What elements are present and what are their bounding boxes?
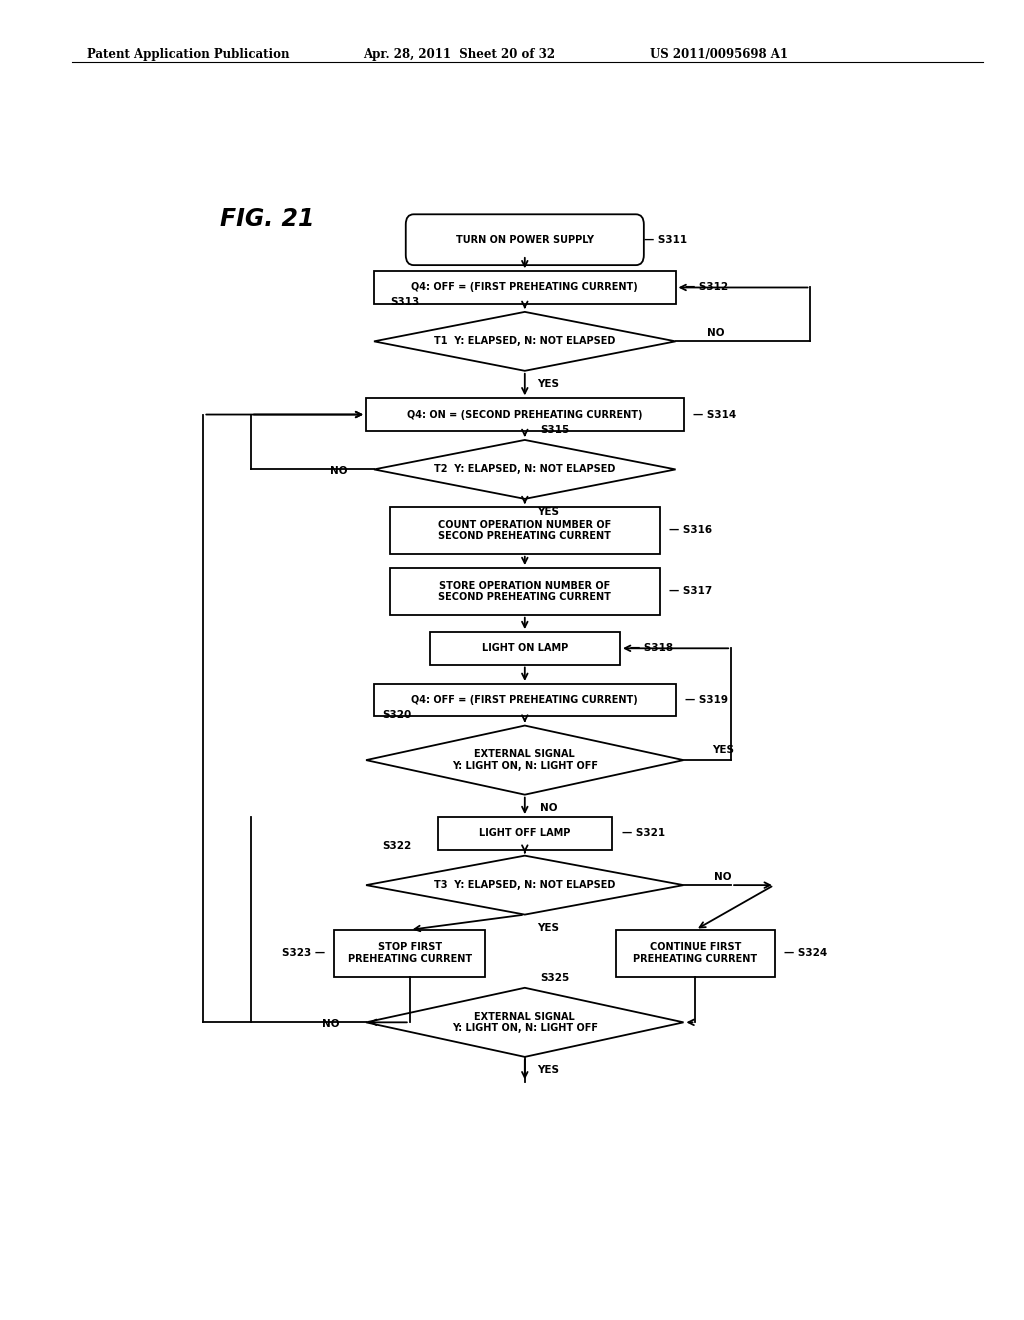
Text: S320: S320 [382, 710, 412, 721]
Bar [390, 507, 659, 554]
Text: S325: S325 [541, 973, 570, 982]
Text: NO: NO [715, 873, 732, 882]
Text: S322: S322 [382, 841, 412, 850]
Text: T3  Y: ELAPSED, N: NOT ELAPSED: T3 Y: ELAPSED, N: NOT ELAPSED [434, 880, 615, 890]
Text: Patent Application Publication: Patent Application Publication [87, 48, 290, 61]
Text: Apr. 28, 2011  Sheet 20 of 32: Apr. 28, 2011 Sheet 20 of 32 [364, 48, 556, 61]
Text: US 2011/0095698 A1: US 2011/0095698 A1 [650, 48, 788, 61]
Polygon shape [374, 312, 676, 371]
Text: — S317: — S317 [670, 586, 713, 597]
FancyBboxPatch shape [406, 214, 644, 265]
Text: STORE OPERATION NUMBER OF
SECOND PREHEATING CURRENT: STORE OPERATION NUMBER OF SECOND PREHEAT… [438, 581, 611, 602]
Text: — S319: — S319 [685, 696, 728, 705]
Text: — S314: — S314 [693, 409, 736, 420]
Text: COUNT OPERATION NUMBER OF
SECOND PREHEATING CURRENT: COUNT OPERATION NUMBER OF SECOND PREHEAT… [438, 520, 611, 541]
Text: LIGHT ON LAMP: LIGHT ON LAMP [481, 643, 568, 653]
Text: S323 —: S323 — [282, 948, 325, 958]
Bar [437, 817, 612, 850]
Bar [390, 568, 659, 615]
Text: T2  Y: ELAPSED, N: NOT ELAPSED: T2 Y: ELAPSED, N: NOT ELAPSED [434, 465, 615, 474]
Text: YES: YES [538, 1065, 559, 1074]
Bar [616, 929, 775, 977]
Polygon shape [374, 440, 676, 499]
Polygon shape [367, 726, 684, 795]
Text: — S321: — S321 [622, 828, 665, 838]
Text: CONTINUE FIRST
PREHEATING CURRENT: CONTINUE FIRST PREHEATING CURRENT [634, 942, 758, 964]
Text: YES: YES [713, 744, 734, 755]
Text: TURN ON POWER SUPPLY: TURN ON POWER SUPPLY [456, 235, 594, 244]
Text: YES: YES [538, 379, 559, 389]
Bar [430, 632, 621, 664]
Text: Q4: OFF = (FIRST PREHEATING CURRENT): Q4: OFF = (FIRST PREHEATING CURRENT) [412, 696, 638, 705]
Text: NO: NO [330, 466, 347, 477]
Polygon shape [367, 855, 684, 915]
Text: Q4: OFF = (FIRST PREHEATING CURRENT): Q4: OFF = (FIRST PREHEATING CURRENT) [412, 282, 638, 293]
Text: — S312: — S312 [685, 282, 728, 293]
Text: — S324: — S324 [784, 948, 827, 958]
Text: NO: NO [322, 1019, 339, 1030]
Bar [374, 684, 676, 717]
Text: T1  Y: ELAPSED, N: NOT ELAPSED: T1 Y: ELAPSED, N: NOT ELAPSED [434, 337, 615, 346]
Text: — S316: — S316 [670, 525, 713, 536]
Polygon shape [367, 987, 684, 1057]
Text: LIGHT OFF LAMP: LIGHT OFF LAMP [479, 828, 570, 838]
Text: Q4: ON = (SECOND PREHEATING CURRENT): Q4: ON = (SECOND PREHEATING CURRENT) [408, 409, 642, 420]
Text: EXTERNAL SIGNAL
Y: LIGHT ON, N: LIGHT OFF: EXTERNAL SIGNAL Y: LIGHT ON, N: LIGHT OF… [452, 750, 598, 771]
Text: STOP FIRST
PREHEATING CURRENT: STOP FIRST PREHEATING CURRENT [348, 942, 472, 964]
Text: NO: NO [540, 803, 557, 813]
Text: YES: YES [538, 923, 559, 933]
Text: YES: YES [538, 507, 559, 517]
Text: EXTERNAL SIGNAL
Y: LIGHT ON, N: LIGHT OFF: EXTERNAL SIGNAL Y: LIGHT ON, N: LIGHT OF… [452, 1011, 598, 1034]
Text: — S318: — S318 [630, 643, 673, 653]
Text: FIG. 21: FIG. 21 [219, 207, 314, 231]
Text: S315: S315 [541, 425, 570, 434]
Text: NO: NO [707, 329, 724, 338]
Text: — S311: — S311 [644, 235, 687, 244]
Bar [334, 929, 485, 977]
Bar [367, 399, 684, 430]
Bar [374, 271, 676, 304]
Text: S313: S313 [390, 297, 419, 306]
